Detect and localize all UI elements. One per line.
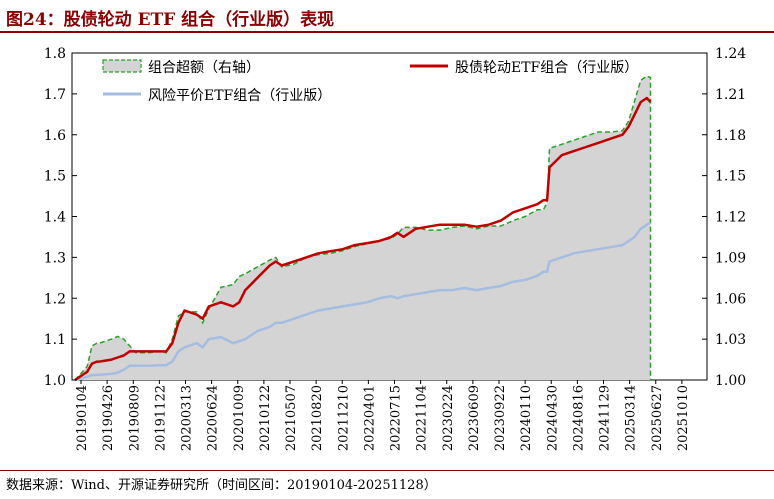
x-tick-label: 20190809 — [127, 385, 142, 451]
left-axis-ticks: 1.0 1.1 1.2 1.3 1.4 1.5 1.6 1.7 1.8 — [44, 46, 77, 389]
chart-title: 图24：股债轮动 ETF 组合（行业版）表现 — [6, 10, 335, 30]
right-tick-label: 1.24 — [715, 46, 746, 62]
x-tick-label: 20230922 — [493, 385, 508, 451]
x-tick-label: 20250314 — [624, 385, 639, 451]
title-bar: 图24：股债轮动 ETF 组合（行业版）表现 — [0, 0, 774, 34]
x-tick-label: 20251010 — [676, 385, 691, 451]
legend-label: 股债轮动ETF组合（行业版） — [455, 60, 638, 76]
excess-area-edge — [74, 75, 652, 381]
rotation-line — [74, 96, 652, 382]
excess-area-fill — [75, 76, 651, 380]
lines-layer — [74, 96, 652, 382]
x-tick-label: 20221104 — [415, 385, 430, 451]
x-tick-label: 20250627 — [650, 385, 665, 451]
right-tick-label: 1.12 — [715, 210, 746, 226]
x-axis-ticks: 20190104 20190426 20190809 20191122 20200313… — [75, 380, 691, 451]
x-tick-label: 20220401 — [362, 385, 377, 451]
left-tick-label: 1.8 — [44, 46, 66, 62]
left-tick-label: 1.1 — [44, 332, 66, 348]
legend-swatch-excess — [102, 59, 142, 73]
left-tick-label: 1.4 — [44, 210, 66, 226]
x-tick-label: 20220715 — [389, 385, 404, 451]
legend-label: 组合超额（右轴） — [148, 60, 260, 76]
right-axis-ticks: 1.00 1.03 1.06 1.09 1.12 1.15 1.18 1.21 1.24 — [702, 46, 746, 389]
legend-label: 风险平价ETF组合（行业版） — [148, 88, 331, 104]
title-rule — [0, 31, 774, 33]
left-tick-label: 1.7 — [44, 87, 66, 103]
x-tick-label: 20191122 — [153, 385, 168, 451]
left-tick-label: 1.6 — [44, 128, 66, 144]
x-tick-label: 20230224 — [441, 385, 456, 451]
x-tick-label: 20240430 — [545, 385, 560, 451]
x-tick-label: 20200624 — [206, 385, 221, 451]
x-tick-label: 20190426 — [101, 385, 116, 451]
x-tick-label: 20211210 — [336, 385, 351, 451]
right-tick-label: 1.00 — [715, 373, 746, 389]
risk-parity-line — [74, 221, 652, 382]
x-tick-label: 20230609 — [467, 385, 482, 451]
legend: 组合超额（右轴） 股债轮动ETF组合（行业版） 风险平价ETF组合（行业版） — [102, 59, 638, 104]
x-tick-label: 20210820 — [310, 385, 325, 451]
right-tick-label: 1.15 — [715, 169, 746, 185]
footer-rule — [0, 470, 774, 471]
x-tick-label: 20210122 — [258, 385, 273, 451]
source-note: 数据来源：Wind、开源证券研究所（时间区间：20190104-20251128… — [6, 478, 437, 493]
left-tick-label: 1.0 — [44, 373, 66, 389]
right-tick-label: 1.09 — [715, 250, 746, 266]
x-tick-label: 20201009 — [232, 385, 247, 451]
x-tick-label: 20240816 — [571, 385, 586, 451]
right-tick-label: 1.21 — [715, 87, 746, 103]
x-tick-label: 20200313 — [180, 385, 195, 451]
right-tick-label: 1.06 — [715, 291, 746, 307]
x-tick-label: 20241129 — [598, 385, 613, 451]
x-tick-label: 20190104 — [75, 385, 90, 451]
left-tick-label: 1.3 — [44, 250, 66, 266]
left-tick-label: 1.2 — [44, 291, 66, 307]
right-tick-label: 1.03 — [715, 332, 746, 348]
left-tick-label: 1.5 — [44, 169, 66, 185]
right-tick-label: 1.18 — [715, 128, 746, 144]
x-tick-label: 20210507 — [284, 385, 299, 451]
x-tick-label: 20240110 — [519, 385, 534, 451]
excess-area-layer — [74, 75, 652, 381]
